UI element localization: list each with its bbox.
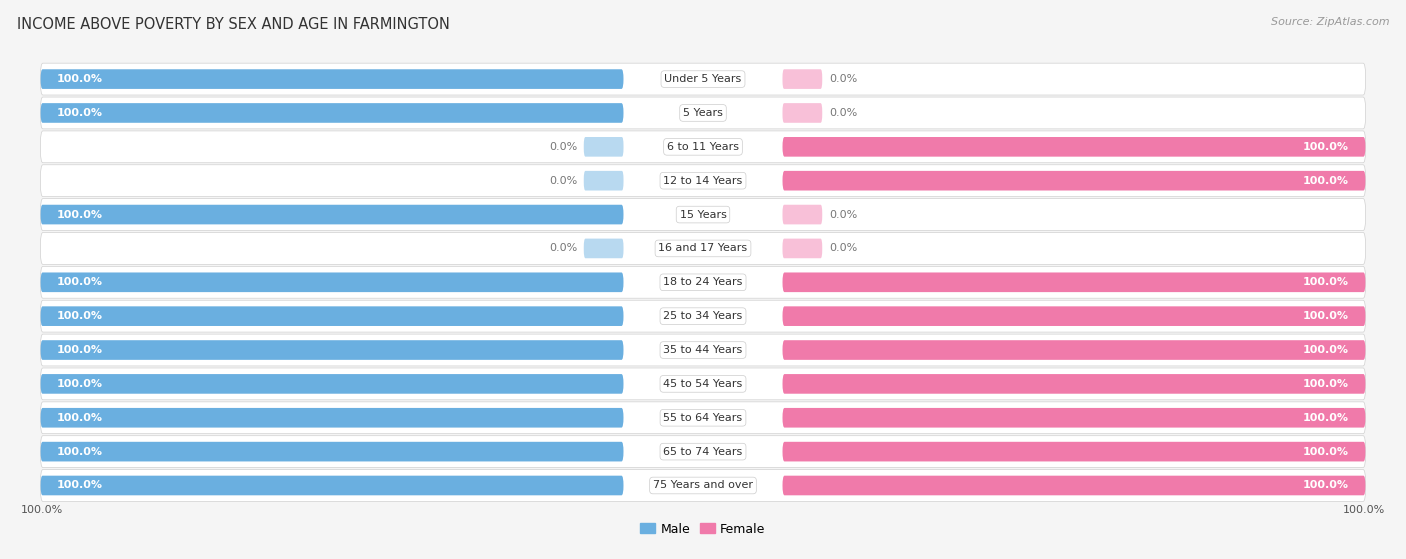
FancyBboxPatch shape	[783, 476, 1365, 495]
FancyBboxPatch shape	[41, 272, 623, 292]
Text: 100.0%: 100.0%	[1303, 413, 1348, 423]
Text: 100.0%: 100.0%	[58, 447, 103, 457]
Text: 100.0%: 100.0%	[1343, 505, 1385, 515]
Text: 16 and 17 Years: 16 and 17 Years	[658, 243, 748, 253]
FancyBboxPatch shape	[583, 171, 623, 191]
Text: 18 to 24 Years: 18 to 24 Years	[664, 277, 742, 287]
Text: 0.0%: 0.0%	[830, 108, 858, 118]
Text: 100.0%: 100.0%	[58, 413, 103, 423]
FancyBboxPatch shape	[783, 205, 823, 224]
FancyBboxPatch shape	[41, 103, 623, 123]
FancyBboxPatch shape	[41, 300, 1365, 332]
FancyBboxPatch shape	[41, 476, 623, 495]
Text: 100.0%: 100.0%	[1303, 176, 1348, 186]
FancyBboxPatch shape	[41, 334, 1365, 366]
FancyBboxPatch shape	[41, 306, 623, 326]
FancyBboxPatch shape	[41, 470, 1365, 501]
Text: 55 to 64 Years: 55 to 64 Years	[664, 413, 742, 423]
FancyBboxPatch shape	[41, 267, 1365, 298]
Text: 0.0%: 0.0%	[830, 210, 858, 220]
FancyBboxPatch shape	[783, 374, 1365, 394]
FancyBboxPatch shape	[783, 103, 823, 123]
Text: 100.0%: 100.0%	[58, 345, 103, 355]
Text: 65 to 74 Years: 65 to 74 Years	[664, 447, 742, 457]
FancyBboxPatch shape	[41, 165, 1365, 197]
Text: 100.0%: 100.0%	[21, 505, 63, 515]
Text: 100.0%: 100.0%	[58, 379, 103, 389]
FancyBboxPatch shape	[783, 340, 1365, 360]
FancyBboxPatch shape	[41, 205, 623, 224]
FancyBboxPatch shape	[783, 408, 1365, 428]
FancyBboxPatch shape	[783, 306, 1365, 326]
FancyBboxPatch shape	[41, 340, 623, 360]
Text: 0.0%: 0.0%	[548, 176, 576, 186]
FancyBboxPatch shape	[41, 435, 1365, 467]
FancyBboxPatch shape	[783, 69, 823, 89]
Text: 35 to 44 Years: 35 to 44 Years	[664, 345, 742, 355]
Text: 100.0%: 100.0%	[58, 311, 103, 321]
Text: 0.0%: 0.0%	[830, 243, 858, 253]
Text: 100.0%: 100.0%	[1303, 379, 1348, 389]
Text: 5 Years: 5 Years	[683, 108, 723, 118]
Text: Under 5 Years: Under 5 Years	[665, 74, 741, 84]
Text: 0.0%: 0.0%	[830, 74, 858, 84]
Text: 100.0%: 100.0%	[58, 210, 103, 220]
Text: 25 to 34 Years: 25 to 34 Years	[664, 311, 742, 321]
Text: 100.0%: 100.0%	[1303, 481, 1348, 490]
FancyBboxPatch shape	[783, 137, 1365, 157]
Text: 100.0%: 100.0%	[1303, 447, 1348, 457]
FancyBboxPatch shape	[783, 171, 1365, 191]
FancyBboxPatch shape	[41, 97, 1365, 129]
Text: 12 to 14 Years: 12 to 14 Years	[664, 176, 742, 186]
Text: INCOME ABOVE POVERTY BY SEX AND AGE IN FARMINGTON: INCOME ABOVE POVERTY BY SEX AND AGE IN F…	[17, 17, 450, 32]
Text: 75 Years and over: 75 Years and over	[652, 481, 754, 490]
FancyBboxPatch shape	[41, 131, 1365, 163]
FancyBboxPatch shape	[783, 239, 823, 258]
Text: 100.0%: 100.0%	[58, 108, 103, 118]
Text: 100.0%: 100.0%	[1303, 311, 1348, 321]
Text: Source: ZipAtlas.com: Source: ZipAtlas.com	[1271, 17, 1389, 27]
Text: 100.0%: 100.0%	[1303, 345, 1348, 355]
FancyBboxPatch shape	[41, 233, 1365, 264]
FancyBboxPatch shape	[583, 239, 623, 258]
FancyBboxPatch shape	[41, 442, 623, 461]
FancyBboxPatch shape	[41, 63, 1365, 95]
Text: 100.0%: 100.0%	[58, 481, 103, 490]
Text: 0.0%: 0.0%	[548, 142, 576, 152]
Text: 100.0%: 100.0%	[58, 277, 103, 287]
Text: 6 to 11 Years: 6 to 11 Years	[666, 142, 740, 152]
FancyBboxPatch shape	[583, 137, 623, 157]
FancyBboxPatch shape	[783, 272, 1365, 292]
FancyBboxPatch shape	[41, 198, 1365, 230]
FancyBboxPatch shape	[41, 69, 623, 89]
Text: 15 Years: 15 Years	[679, 210, 727, 220]
Legend: Male, Female: Male, Female	[636, 518, 770, 541]
Text: 100.0%: 100.0%	[58, 74, 103, 84]
FancyBboxPatch shape	[41, 408, 623, 428]
Text: 0.0%: 0.0%	[548, 243, 576, 253]
FancyBboxPatch shape	[41, 402, 1365, 434]
FancyBboxPatch shape	[783, 442, 1365, 461]
FancyBboxPatch shape	[41, 368, 1365, 400]
Text: 45 to 54 Years: 45 to 54 Years	[664, 379, 742, 389]
FancyBboxPatch shape	[41, 374, 623, 394]
Text: 100.0%: 100.0%	[1303, 277, 1348, 287]
Text: 100.0%: 100.0%	[1303, 142, 1348, 152]
